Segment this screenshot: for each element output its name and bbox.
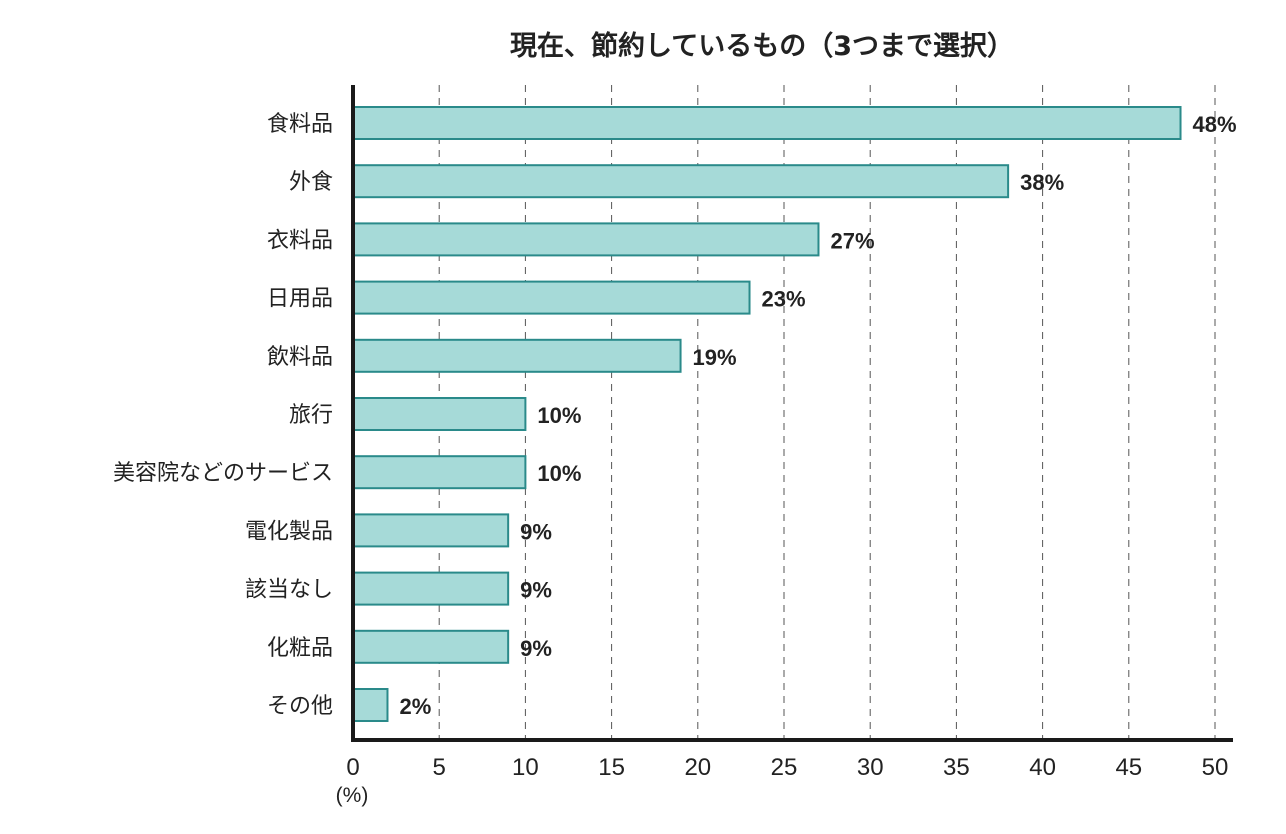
bar [352, 455, 527, 490]
bar [352, 338, 682, 373]
x-tick-label: 35 [943, 754, 970, 781]
value-label: 19% [693, 345, 737, 370]
category-label: 美容院などのサービス [113, 461, 333, 486]
bar [352, 397, 527, 431]
category-label: 外食 [289, 170, 333, 195]
value-label: 9% [520, 578, 552, 603]
x-tick-label: 0 [346, 754, 359, 781]
bar [352, 106, 1182, 140]
x-tick-label: 45 [1115, 754, 1142, 781]
category-label: 衣料品 [267, 228, 333, 253]
bar [352, 688, 389, 722]
bar [352, 629, 510, 664]
category-label: 旅行 [289, 403, 333, 428]
x-tick-label: 50 [1202, 754, 1229, 781]
category-label: 飲料品 [267, 345, 333, 370]
x-tick-label: 20 [684, 754, 711, 781]
bar [352, 222, 820, 257]
x-tick-label: 30 [857, 754, 884, 781]
bar [352, 513, 510, 548]
value-label: 38% [1020, 170, 1064, 195]
value-label: 2% [399, 694, 431, 719]
value-label: 10% [537, 461, 581, 486]
chart-title: 現在、節約しているもの（3つまで選択） [510, 30, 1014, 62]
value-label: 9% [520, 636, 552, 661]
x-tick-label: 25 [771, 754, 798, 781]
category-label: その他 [267, 694, 333, 719]
value-label: 48% [1193, 112, 1237, 137]
category-label: 化粧品 [267, 636, 333, 661]
bar [352, 571, 510, 606]
bar [352, 164, 1010, 199]
category-label: 電化製品 [245, 519, 333, 544]
value-label: 27% [830, 228, 874, 253]
value-label: 9% [520, 519, 552, 544]
value-label: 23% [762, 287, 806, 312]
value-label: 10% [537, 403, 581, 428]
x-axis-unit: (%) [336, 784, 369, 807]
x-tick-label: 40 [1029, 754, 1056, 781]
category-label: 該当なし [245, 578, 333, 603]
bar [352, 280, 751, 315]
category-label: 食料品 [267, 112, 333, 137]
x-tick-label: 10 [512, 754, 539, 781]
x-tick-label: 15 [598, 754, 625, 781]
x-tick-label: 5 [433, 754, 446, 781]
category-label: 日用品 [267, 287, 333, 312]
